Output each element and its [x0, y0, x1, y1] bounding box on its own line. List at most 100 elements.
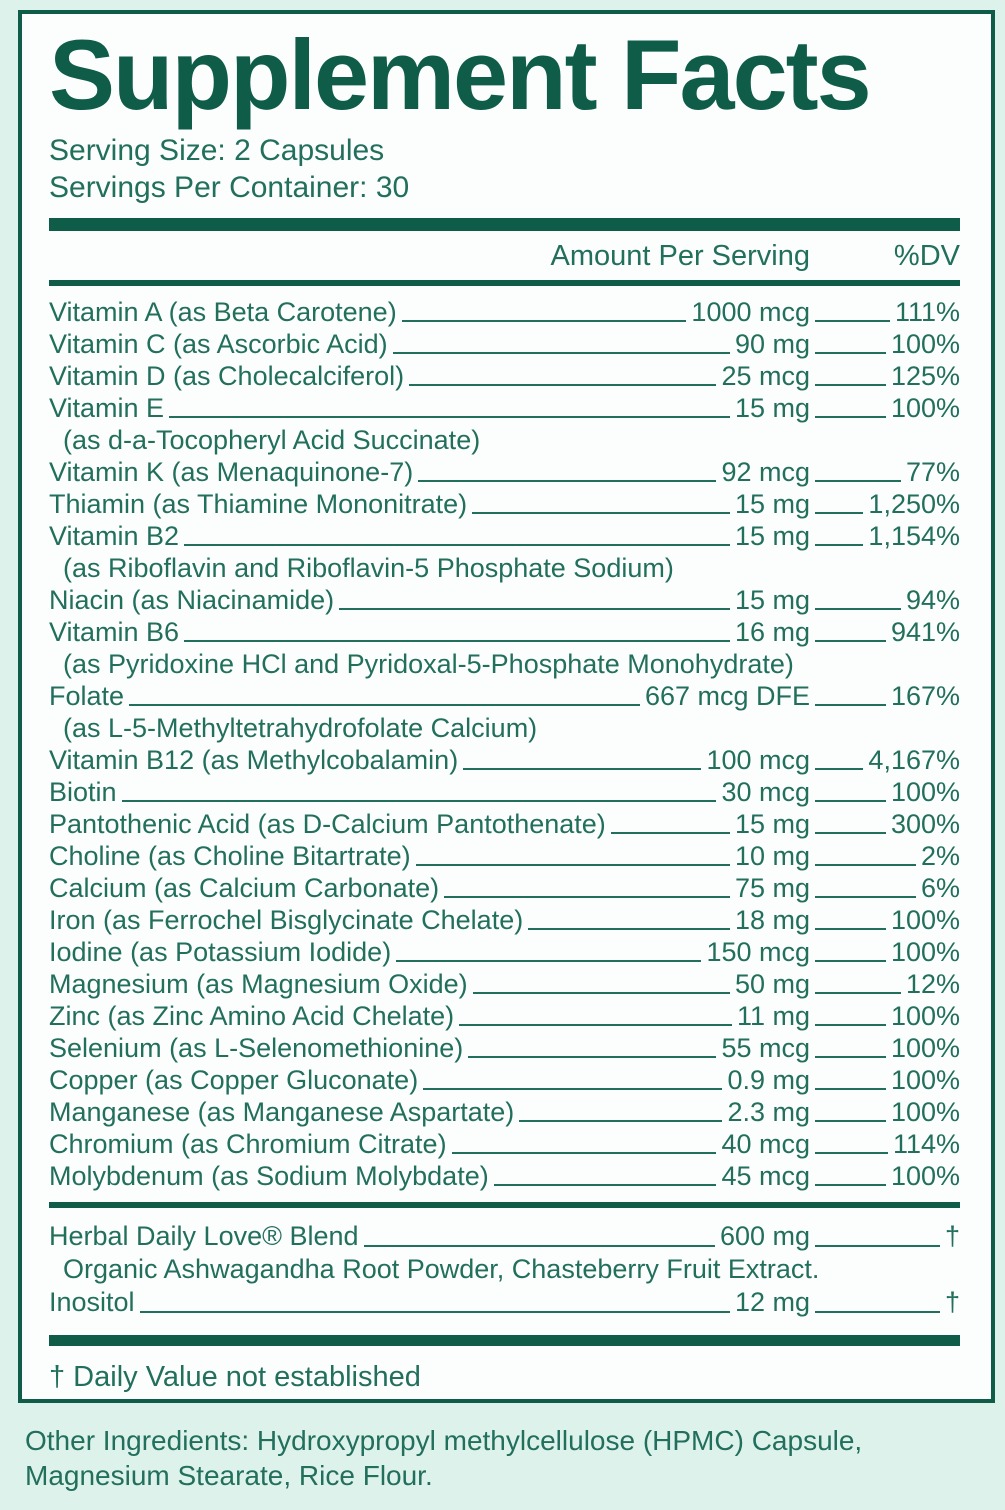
leader-line [815, 384, 886, 387]
nutrient-dv: 111% [894, 297, 960, 328]
nutrient-name: Calcium (as Calcium Carbonate) [49, 873, 440, 904]
nutrient-row: Chromium (as Chromium Citrate) 40 mcg 11… [49, 1128, 960, 1160]
nutrient-amount: 11 mg [736, 1001, 810, 1032]
nutrient-sub-ingredients: (as Pyridoxine HCl and Pyridoxal-5-Phosp… [63, 649, 794, 680]
leader-line [815, 864, 916, 867]
nutrient-amount: 40 mcg [721, 1129, 810, 1160]
nutrient-dv: 100% [890, 905, 960, 936]
nutrient-row: Selenium (as L-Selenomethionine) 55 mcg … [49, 1032, 960, 1064]
leader-line [815, 416, 886, 419]
leader-line [519, 1120, 723, 1123]
nutrient-row: Vitamin E 15 mg 100% [49, 392, 960, 424]
nutrient-row: Folate 667 mcg DFE 167% [49, 680, 960, 712]
leader-line [451, 1152, 717, 1155]
nutrient-dv: † [944, 1287, 960, 1318]
nutrient-name: Copper (as Copper Gluconate) [49, 1065, 419, 1096]
nutrient-sub-ingredients: Organic Ashwagandha Root Powder, Chasteb… [63, 1254, 820, 1285]
leader-line [409, 384, 717, 387]
leader-line [472, 512, 730, 515]
leader-line [815, 768, 864, 771]
leader-line [415, 864, 730, 867]
nutrient-row: Iron (as Ferrochel Bisglycinate Chelate)… [49, 904, 960, 936]
nutrient-name: Vitamin K (as Menaquinone-7) [49, 457, 414, 488]
nutrient-amount: 25 mcg [721, 361, 810, 392]
dv-header: %DV [893, 240, 960, 273]
amount-per-serving-header: Amount Per Serving [550, 240, 810, 273]
divider-medium [49, 280, 960, 287]
nutrient-row: Vitamin B6 16 mg 941% [49, 616, 960, 648]
nutrient-row: Iodine (as Potassium Iodide) 150 mcg 100… [49, 936, 960, 968]
nutrient-dv: 100% [890, 1161, 960, 1192]
nutrient-sub-ingredients: (as d-a-Tocopheryl Acid Succinate) [63, 425, 481, 456]
nutrient-row: Vitamin C (as Ascorbic Acid) 90 mg 100% [49, 328, 960, 360]
blend-list: Herbal Daily Love® Blend 600 mg † Organi… [49, 1220, 960, 1319]
nutrient-dv: 125% [890, 361, 960, 392]
leader-line [418, 480, 717, 483]
leader-line [815, 1024, 886, 1027]
nutrient-amount: 15 mg [734, 521, 810, 552]
leader-line [815, 640, 886, 643]
nutrient-name: Magnesium (as Magnesium Oxide) [49, 969, 468, 1000]
nutrient-amount: 2.3 mg [727, 1097, 810, 1128]
leader-line [815, 896, 916, 899]
nutrient-dv: † [944, 1221, 960, 1252]
nutrient-row: Choline (as Choline Bitartrate) 10 mg 2% [49, 840, 960, 872]
nutrient-name: Molybdenum (as Sodium Molybdate) [49, 1161, 489, 1192]
nutrient-name: Vitamin B12 (as Methylcobalamin) [49, 745, 459, 776]
nutrient-row: Inositol 12 mg † [49, 1286, 960, 1319]
nutrient-row: Manganese (as Manganese Aspartate) 2.3 m… [49, 1096, 960, 1128]
nutrient-row: Herbal Daily Love® Blend 600 mg † [49, 1220, 960, 1253]
nutrient-name: Herbal Daily Love® Blend [49, 1221, 359, 1252]
nutrient-amount: 15 mg [734, 809, 810, 840]
nutrient-row: Copper (as Copper Gluconate) 0.9 mg 100% [49, 1064, 960, 1096]
nutrient-amount: 1000 mcg [691, 297, 810, 328]
nutrient-dv: 77% [905, 457, 960, 488]
nutrient-name: Niacin (as Niacinamide) [49, 585, 335, 616]
serving-size: Serving Size: 2 Capsules [49, 134, 385, 168]
leader-line [815, 1088, 886, 1091]
nutrient-row: Vitamin B2 15 mg 1,154% [49, 520, 960, 552]
leader-line [401, 320, 687, 323]
nutrient-name: Iodine (as Potassium Iodide) [49, 937, 392, 968]
leader-line [363, 1245, 715, 1248]
nutrient-amount: 15 mg [734, 489, 810, 520]
divider-heavy [49, 1335, 960, 1347]
nutrient-amount: 50 mg [734, 969, 810, 1000]
leader-line [815, 1311, 940, 1314]
nutrient-dv: 1,250% [868, 489, 960, 520]
nutrient-amount: 150 mcg [706, 937, 810, 968]
nutrient-sub-ingredients: (as L-5-Methyltetrahydrofolate Calcium) [63, 713, 538, 744]
nutrient-amount: 16 mg [734, 617, 810, 648]
leader-line [815, 960, 886, 963]
nutrient-dv: 1,154% [868, 521, 960, 552]
nutrient-dv: 100% [890, 1065, 960, 1096]
nutrient-name: Choline (as Choline Bitartrate) [49, 841, 411, 872]
other-ingredients: Other Ingredients: Hydroxypropyl methylc… [25, 1425, 863, 1491]
nutrient-name: Vitamin D (as Cholecalciferol) [49, 361, 405, 392]
daily-value-footnote: † Daily Value not established [49, 1361, 421, 1394]
leader-line [815, 704, 886, 707]
leader-line [463, 768, 702, 771]
nutrient-row: Niacin (as Niacinamide) 15 mg 94% [49, 584, 960, 616]
nutrient-name: Zinc (as Zinc Amino Acid Chelate) [49, 1001, 455, 1032]
leader-line [815, 800, 886, 803]
servings-per-container: Servings Per Container: 30 [49, 171, 410, 205]
nutrient-dv: 100% [890, 1097, 960, 1128]
nutrient-dv: 100% [890, 1033, 960, 1064]
nutrient-row: Magnesium (as Magnesium Oxide) 50 mg 12% [49, 968, 960, 1000]
divider-thick [49, 218, 960, 232]
leader-line [396, 960, 702, 963]
leader-line [472, 992, 730, 995]
leader-line [339, 608, 730, 611]
leader-line [815, 1184, 886, 1187]
nutrient-amount: 92 mcg [721, 457, 810, 488]
nutrient-name: Pantothenic Acid (as D-Calcium Pantothen… [49, 809, 606, 840]
leader-line [815, 1056, 886, 1059]
nutrient-name: Biotin [49, 777, 117, 808]
supplement-facts-panel: Supplement Facts Serving Size: 2 Capsule… [18, 10, 995, 1403]
nutrient-name: Manganese (as Manganese Aspartate) [49, 1097, 515, 1128]
nutrient-dv: 6% [920, 873, 960, 904]
leader-line [392, 352, 730, 355]
nutrient-amount: 600 mg [719, 1221, 810, 1252]
nutrient-amount: 10 mg [734, 841, 810, 872]
